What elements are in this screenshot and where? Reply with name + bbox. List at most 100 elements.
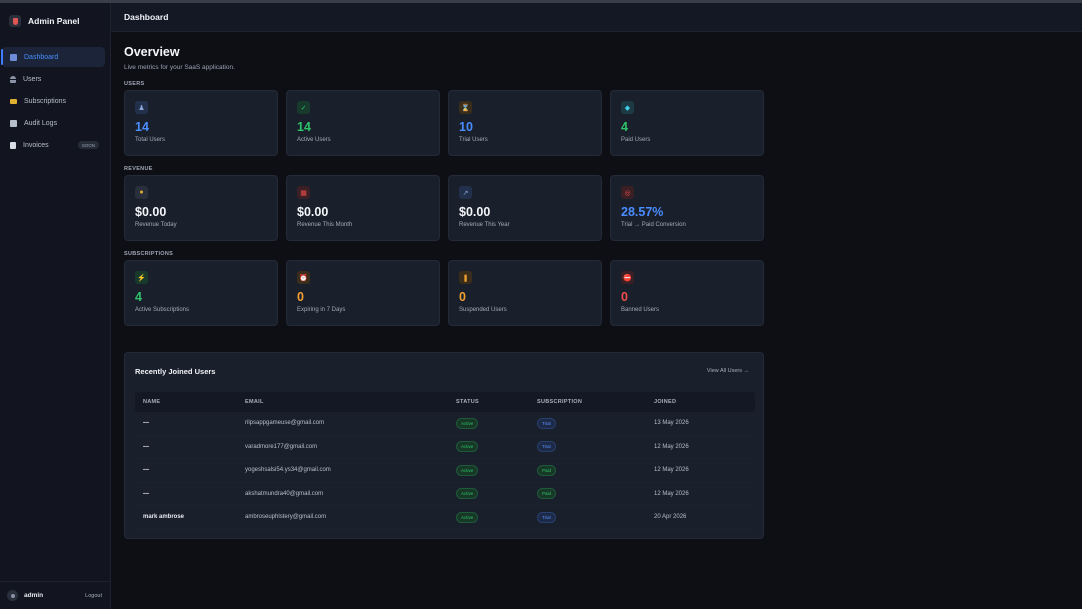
chart-icon	[10, 53, 17, 61]
header-title: Dashboard	[124, 12, 169, 22]
table-row[interactable]: mark ambrose ambroseuphlstery@gmail.com Ac…	[135, 506, 755, 530]
user-name: —	[143, 467, 149, 474]
sidebar-item-users[interactable]: Users	[2, 69, 105, 89]
status-badge: Active	[456, 441, 479, 453]
lightning-icon: ⚡	[135, 271, 148, 284]
topbar: Dashboard	[111, 3, 1082, 32]
joined-date: 20 Apr 2026	[654, 514, 687, 521]
status-cell: Active	[456, 488, 537, 500]
stat-card-conversion[interactable]: ◎ 28.57% Trial → Paid Conversion	[610, 175, 764, 241]
user-email: yogeshsalsi54.ys34@gmail.com	[245, 467, 331, 474]
panel-title: Recently Joined Users	[135, 366, 216, 376]
stat-label: Total Users	[135, 137, 166, 143]
clipboard-icon	[10, 119, 17, 127]
hourglass-icon: ⌛	[459, 101, 472, 114]
stat-label: Revenue Today	[135, 222, 177, 228]
stat-card-expiring[interactable]: ⏰ 0 Expiring in 7 Days	[286, 260, 440, 326]
stat-value: 4	[135, 290, 142, 304]
stat-card-revenue-year[interactable]: ↗ $0.00 Revenue This Year	[448, 175, 602, 241]
table-row[interactable]: — akshatmundra40@gmail.com Active Paid 12 Ma…	[135, 483, 755, 506]
stat-card-revenue-month[interactable]: ▦ $0.00 Revenue This Month	[286, 175, 440, 241]
page-title: Overview	[124, 45, 180, 59]
sidebar-item-subscriptions[interactable]: Subscriptions	[2, 91, 105, 111]
column-header[interactable]: STATUS	[456, 399, 479, 405]
stat-card-trial-users[interactable]: ⌛ 10 Trial Users	[448, 90, 602, 156]
section-label-users: USERS	[124, 81, 145, 87]
column-header[interactable]: EMAIL	[245, 399, 264, 405]
table-body: — rilpsappgameuse@gmail.com Active Trial 13 …	[135, 412, 755, 530]
panel-header: Recently Joined Users View All Users →	[125, 353, 763, 389]
status-cell: Active	[456, 511, 537, 523]
brand[interactable]: Admin Panel	[0, 3, 110, 39]
table-row[interactable]: — rilpsappgameuse@gmail.com Active Trial 13 …	[135, 412, 755, 436]
table-row[interactable]: — yogeshsalsi54.ys34@gmail.com Active Paid 1…	[135, 459, 755, 483]
recent-users-table: NAME EMAIL STATUS SUBSCRIPTION JOINED — r…	[135, 392, 755, 530]
joined-date: 12 May 2026	[654, 490, 689, 497]
sidebar: Admin Panel Dashboard Users Subscription…	[0, 3, 111, 609]
subscription-badge: Trial	[537, 417, 556, 429]
stat-card-active-users[interactable]: ✓ 14 Active Users	[286, 90, 440, 156]
check-icon: ✓	[297, 101, 310, 114]
status-cell: Active	[456, 441, 537, 453]
app-shell: Admin Panel Dashboard Users Subscription…	[0, 3, 1082, 609]
sidebar-item-dashboard[interactable]: Dashboard	[1, 47, 105, 67]
stat-card-active-subscriptions[interactable]: ⚡ 4 Active Subscriptions	[124, 260, 278, 326]
user-name: mark ambrose	[143, 514, 185, 521]
page-subtitle: Live metrics for your SaaS application.	[124, 64, 235, 71]
diamond-icon: ◆	[621, 101, 634, 114]
status-badge: Active	[456, 417, 479, 429]
dashboard-content: Overview Live metrics for your SaaS appl…	[124, 45, 764, 539]
avatar[interactable]	[7, 590, 18, 601]
sidebar-item-audit-logs[interactable]: Audit Logs	[2, 113, 105, 133]
column-header[interactable]: NAME	[143, 399, 161, 405]
window-top-border	[0, 0, 1082, 3]
revenue-cards: ● $0.00 Revenue Today ▦ $0.00 Revenue Th…	[124, 175, 764, 241]
joined-date: 12 May 2026	[654, 443, 689, 450]
joined-date: 13 May 2026	[654, 420, 689, 427]
column-header[interactable]: SUBSCRIPTION	[537, 399, 583, 405]
shield-icon	[9, 15, 21, 27]
no-entry-icon: ⛔	[621, 271, 634, 284]
user-name: —	[143, 443, 149, 450]
subscription-cell: Paid	[537, 464, 654, 476]
stat-label: Paid Users	[621, 137, 651, 143]
sidebar-item-label: Audit Logs	[24, 119, 58, 127]
subscription-cell: Trial	[537, 511, 654, 523]
stat-value: 0	[297, 290, 304, 304]
table-row[interactable]: — varadmore177@gmail.com Active Trial 12 May…	[135, 436, 755, 459]
sidebar-item-label: Invoices	[23, 141, 49, 149]
stat-card-banned[interactable]: ⛔ 0 Banned Users	[610, 260, 764, 326]
card-icon	[10, 98, 17, 104]
subscription-cell: Trial	[537, 441, 654, 453]
section-label-revenue: REVENUE	[124, 166, 153, 172]
stat-card-total-users[interactable]: ♟ 14 Total Users	[124, 90, 278, 156]
stat-value: 4	[621, 120, 628, 134]
view-all-users-link[interactable]: View All Users →	[706, 368, 749, 374]
column-header[interactable]: JOINED	[654, 399, 677, 405]
user-email: varadmore177@gmail.com	[245, 443, 318, 450]
section-label-subscriptions: SUBSCRIPTIONS	[124, 251, 174, 257]
calendar-icon: ▦	[297, 186, 310, 199]
user-email: rilpsappgameuse@gmail.com	[245, 420, 325, 427]
chart-up-icon: ↗	[459, 186, 472, 199]
stat-card-revenue-today[interactable]: ● $0.00 Revenue Today	[124, 175, 278, 241]
money-bag-icon: ●	[135, 186, 148, 199]
subscription-badge: Trial	[537, 441, 556, 453]
subscription-cell: Trial	[537, 417, 654, 429]
subscription-badge: Trial	[537, 511, 556, 523]
document-icon	[10, 141, 16, 149]
stat-value: 0	[459, 290, 466, 304]
sidebar-item-invoices[interactable]: Invoices SOON	[2, 135, 105, 155]
stat-value: 28.57%	[621, 205, 664, 219]
status-cell: Active	[456, 417, 537, 429]
stat-card-suspended[interactable]: ❚ 0 Suspended Users	[448, 260, 602, 326]
status-cell: Active	[456, 464, 537, 476]
logout-button[interactable]: Logout	[85, 592, 102, 599]
sidebar-footer: admin Logout	[0, 581, 111, 609]
subscription-cards: ⚡ 4 Active Subscriptions ⏰ 0 Expiring in…	[124, 260, 764, 326]
soon-badge: SOON	[77, 141, 99, 149]
sidebar-item-label: Subscriptions	[24, 97, 67, 105]
user-email: akshatmundra40@gmail.com	[245, 490, 324, 497]
stat-card-paid-users[interactable]: ◆ 4 Paid Users	[610, 90, 764, 156]
sidebar-item-label: Users	[23, 75, 42, 83]
